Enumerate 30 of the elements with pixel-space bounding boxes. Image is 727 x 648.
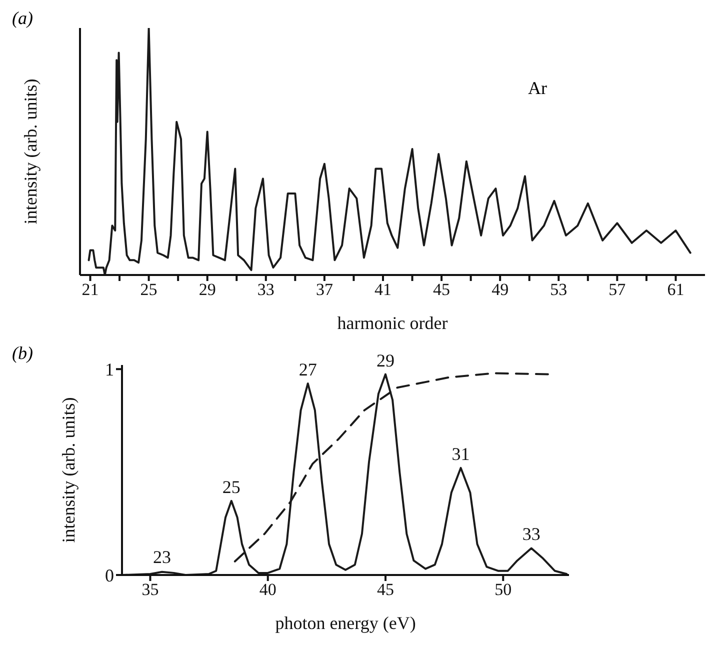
annotation: 25 — [222, 476, 240, 497]
y-tick-label: 0 — [105, 565, 114, 586]
x-tick-label: 53 — [550, 280, 568, 300]
x-tick-label: 21 — [82, 280, 99, 300]
y-axis-title: intensity (arb. units) — [20, 78, 40, 224]
x-tick-label: 35 — [142, 580, 159, 600]
annotation: 33 — [522, 524, 540, 544]
x-tick-label: 25 — [140, 280, 158, 300]
x-tick-label: 49 — [492, 280, 509, 300]
annotation: Ar — [528, 78, 547, 99]
annotation: 27 — [298, 360, 317, 380]
x-axis-title: harmonic order — [337, 313, 448, 333]
annotation: 23 — [152, 546, 171, 567]
x-axis-title: photon energy (eV) — [275, 613, 416, 633]
chart-title: (a) — [12, 8, 33, 29]
y-tick-label: 1 — [105, 360, 114, 380]
y-axis-title: intensity (arb. units) — [58, 397, 78, 543]
x-tick-label: 40 — [259, 580, 276, 600]
annotation: 29 — [376, 350, 394, 370]
x-tick-label: 33 — [257, 280, 274, 300]
x-tick-label: 41 — [374, 280, 392, 300]
annotation: 31 — [452, 444, 470, 464]
x-tick-label: 37 — [316, 280, 334, 300]
x-tick-label: 45 — [376, 580, 394, 600]
chart-title: (b) — [12, 343, 33, 364]
x-tick-label: 61 — [667, 280, 684, 300]
x-tick-label: 50 — [494, 580, 512, 600]
x-tick-label: 29 — [198, 280, 216, 300]
x-tick-label: 45 — [433, 280, 450, 300]
x-tick-label: 57 — [608, 280, 626, 300]
